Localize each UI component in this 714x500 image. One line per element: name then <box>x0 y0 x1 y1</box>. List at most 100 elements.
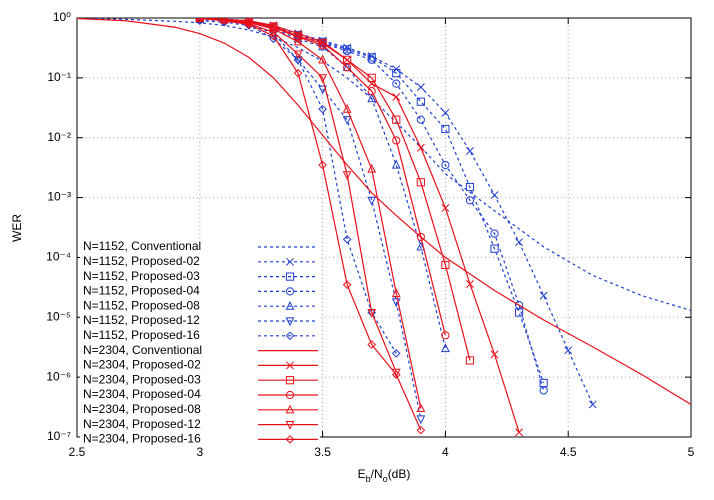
legend-background <box>80 388 320 403</box>
marker <box>342 62 352 71</box>
marker <box>318 160 327 170</box>
marker <box>367 53 376 62</box>
marker <box>466 280 474 288</box>
legend-marker <box>285 300 295 310</box>
marker <box>293 50 303 60</box>
marker <box>490 350 499 359</box>
marker <box>416 425 426 435</box>
marker <box>367 87 376 96</box>
marker <box>392 69 401 78</box>
marker <box>293 55 303 65</box>
x-tick-label: 4 <box>442 445 449 459</box>
marker <box>343 63 352 72</box>
marker <box>342 235 352 244</box>
x-axis-label: Eb/No(dB) <box>358 467 411 484</box>
marker <box>440 343 450 353</box>
legend-background <box>80 432 320 448</box>
y-tick-label: 10⁻⁴ <box>46 250 71 264</box>
y-tick-label: 10⁻⁷ <box>47 429 71 443</box>
x-tick-label: 2.5 <box>69 445 86 459</box>
marker <box>269 28 278 38</box>
marker <box>564 346 573 355</box>
marker <box>367 73 376 82</box>
marker <box>392 136 401 145</box>
x-axis-label-part: (dB) <box>388 467 411 481</box>
marker <box>367 163 377 173</box>
marker <box>391 370 401 379</box>
plot-frame <box>76 17 692 438</box>
legend-marker <box>285 331 295 341</box>
marker <box>318 85 328 95</box>
legend-marker <box>285 404 295 414</box>
marker <box>367 55 376 64</box>
x-axis-label-part: /N <box>371 467 383 481</box>
legend-label: N=1152, Proposed-04 <box>83 284 200 298</box>
marker <box>318 41 327 50</box>
marker <box>392 92 401 101</box>
legend-background <box>80 417 320 433</box>
marker <box>465 196 475 205</box>
x-axis-label-part: o <box>383 474 388 484</box>
legend-marker <box>285 287 295 296</box>
marker <box>465 356 475 365</box>
marker <box>293 68 303 78</box>
marker <box>416 415 426 425</box>
marker <box>441 260 450 270</box>
marker <box>392 115 401 124</box>
marker <box>416 83 425 92</box>
marker <box>416 178 425 187</box>
marker <box>244 20 254 29</box>
y-axis-label: WER <box>10 214 24 242</box>
legend-background <box>80 254 320 270</box>
marker <box>343 46 352 56</box>
y-tick-label: 10⁰ <box>53 10 71 24</box>
marker <box>342 171 352 181</box>
x-tick-label: 5 <box>688 445 695 459</box>
marker <box>391 288 401 298</box>
marker <box>514 300 524 310</box>
marker <box>318 104 327 114</box>
marker <box>539 291 548 300</box>
legend-marker <box>285 272 295 281</box>
marker <box>392 79 401 88</box>
marker <box>318 74 328 84</box>
y-tick-label: 10⁻³ <box>47 190 71 204</box>
legend-marker <box>286 257 294 266</box>
marker <box>391 159 401 169</box>
legend-background <box>80 269 320 285</box>
marker <box>342 116 352 125</box>
marker <box>318 39 327 48</box>
legend-label: N=2304, Conventional <box>83 343 202 357</box>
marker <box>490 244 499 253</box>
y-tick-label: 10⁻² <box>47 130 71 144</box>
marker <box>269 31 278 41</box>
legend-background <box>80 328 320 344</box>
legend-background <box>80 373 320 388</box>
marker <box>391 349 401 358</box>
legend-label: N=2304, Proposed-04 <box>83 387 201 401</box>
series-line <box>199 18 422 431</box>
marker <box>367 308 377 318</box>
y-tick-label: 10⁻¹ <box>47 70 71 84</box>
marker <box>466 147 474 155</box>
legend-label: N=1152, Proposed-16 <box>83 328 200 342</box>
marker <box>490 229 499 238</box>
marker <box>342 280 352 290</box>
marker <box>416 403 426 413</box>
marker <box>490 191 499 200</box>
legend-marker <box>285 390 295 400</box>
marker <box>293 32 303 42</box>
series-line <box>77 18 691 405</box>
legend-background <box>80 284 320 300</box>
marker <box>342 103 352 113</box>
x-tick-label: 3.5 <box>314 445 331 459</box>
marker <box>195 18 205 23</box>
plot-area <box>77 18 691 437</box>
marker <box>367 340 377 349</box>
marker <box>293 36 303 46</box>
legend-label: N=2304, Proposed-16 <box>83 432 201 446</box>
marker <box>367 93 377 103</box>
marker <box>416 143 425 152</box>
x-tick-label: 3 <box>196 445 203 459</box>
legend-label: N=1152, Proposed-08 <box>83 298 200 312</box>
